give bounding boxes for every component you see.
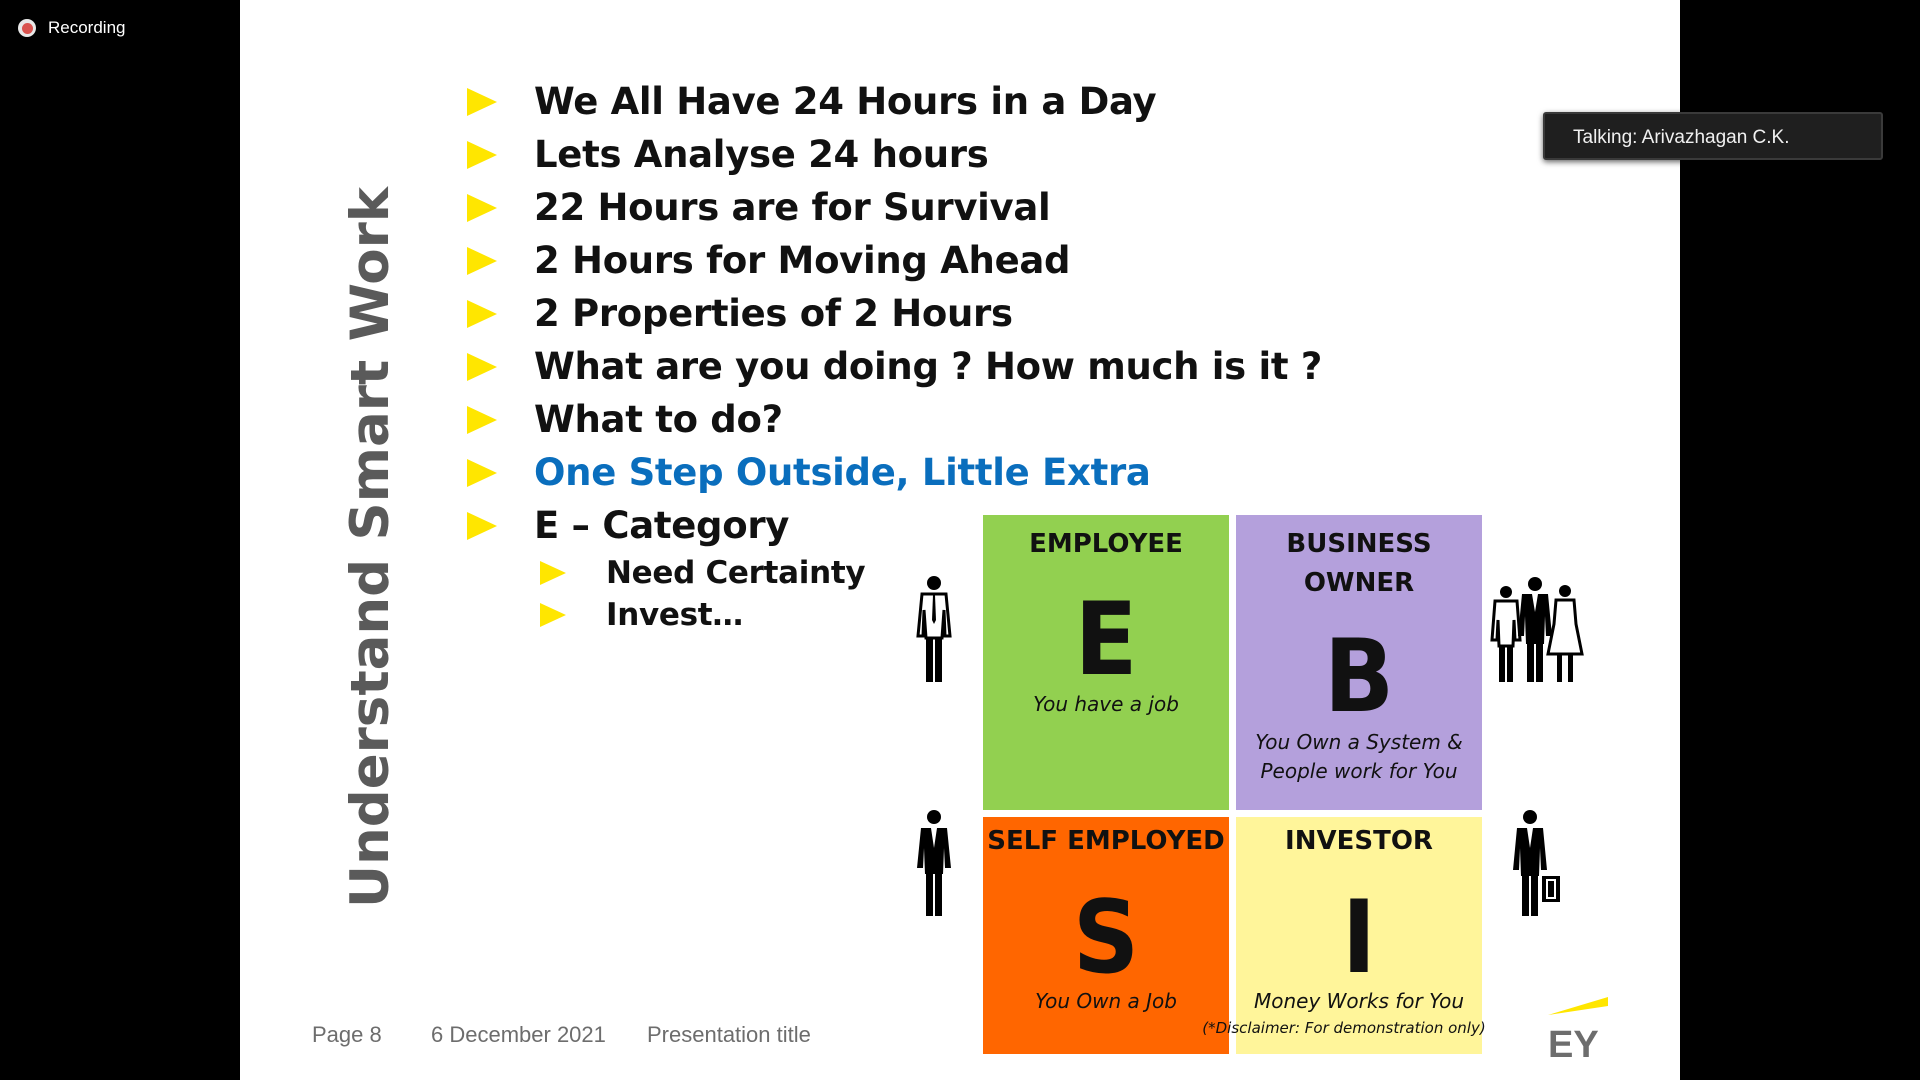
quadrant-title: EMPLOYEE bbox=[1029, 529, 1183, 559]
quadrant-subtitle: You Own a Job bbox=[1035, 989, 1177, 1013]
quadrant-investor: INVESTOR I Money Works for You bbox=[1236, 817, 1482, 1054]
bullet-item: What to do? bbox=[467, 395, 783, 445]
sub-bullet-text: Need Certainty bbox=[606, 555, 866, 591]
bullet-text: 2 Hours for Moving Ahead bbox=[534, 239, 1071, 282]
bullet-triangle-icon bbox=[467, 406, 497, 434]
disclaimer-text: (*Disclaimer: For demonstration only) bbox=[1202, 1019, 1486, 1037]
quadrant-subtitle: You Own a System & bbox=[1255, 730, 1463, 754]
recording-indicator: Recording bbox=[18, 18, 126, 38]
quadrant-subtitle: People work for You bbox=[1260, 759, 1458, 783]
talking-indicator: Talking: Arivazhagan C.K. bbox=[1543, 112, 1883, 160]
quadrant-letter: I bbox=[1341, 878, 1377, 997]
investor-person-icon bbox=[1513, 810, 1560, 916]
employee-person-icon bbox=[916, 576, 952, 682]
bullet-triangle-icon bbox=[467, 300, 497, 328]
footer-presentation-title: Presentation title bbox=[647, 1022, 811, 1047]
footer-date: 6 December 2021 bbox=[431, 1022, 606, 1047]
sub-bullet-item: Need Certainty bbox=[540, 553, 866, 593]
bullet-item: 2 Properties of 2 Hours bbox=[467, 289, 1013, 339]
recording-icon bbox=[18, 19, 36, 37]
quadrant-letter: S bbox=[1072, 878, 1140, 997]
bullet-triangle-icon bbox=[467, 512, 497, 540]
bullet-text: What to do? bbox=[534, 398, 783, 441]
quadrant-title: INVESTOR bbox=[1285, 826, 1433, 856]
quadrant-title: SELF EMPLOYED bbox=[987, 826, 1225, 856]
bullet-item: One Step Outside, Little Extra bbox=[467, 448, 1151, 498]
bullet-triangle-icon bbox=[467, 194, 497, 222]
quadrant-subtitle: Money Works for You bbox=[1253, 989, 1465, 1013]
quadrant-letter: B bbox=[1323, 617, 1395, 736]
quadrant-employee: EMPLOYEE E You have a job bbox=[983, 515, 1229, 810]
bullet-text: We All Have 24 Hours in a Day bbox=[534, 80, 1157, 123]
bullet-text: 22 Hours are for Survival bbox=[534, 186, 1051, 229]
bullet-triangle-icon bbox=[467, 353, 497, 381]
bullet-text-highlight: One Step Outside, Little Extra bbox=[534, 451, 1151, 494]
bullet-triangle-icon bbox=[467, 247, 497, 275]
ey-logo-text: EY bbox=[1548, 1024, 1599, 1063]
sub-bullet-item: Invest… bbox=[540, 595, 743, 635]
footer-page-number: Page 8 bbox=[312, 1022, 382, 1047]
recording-label: Recording bbox=[48, 18, 126, 37]
bullet-triangle-icon bbox=[540, 603, 566, 627]
business-owner-group-icon bbox=[1490, 577, 1584, 682]
quadrant-title: BUSINESS bbox=[1286, 529, 1432, 559]
bullet-text: What are you doing ? How much is it ? bbox=[534, 345, 1322, 388]
bullet-item: What are you doing ? How much is it ? bbox=[467, 342, 1322, 392]
bullet-item: 22 Hours are for Survival bbox=[467, 183, 1051, 233]
bullet-item: 2 Hours for Moving Ahead bbox=[467, 236, 1071, 286]
bullet-text: 2 Properties of 2 Hours bbox=[534, 292, 1013, 335]
bullet-triangle-icon bbox=[467, 88, 497, 116]
presentation-slide: Understand Smart Work We All Have 24 Hou… bbox=[240, 0, 1680, 1080]
self-employed-person-icon bbox=[917, 810, 951, 916]
quadrant-letter: E bbox=[1074, 580, 1138, 699]
bullet-item: We All Have 24 Hours in a Day bbox=[467, 77, 1157, 127]
quadrant-subtitle: You have a job bbox=[1033, 692, 1179, 716]
quadrant-self-employed: SELF EMPLOYED S You Own a Job bbox=[983, 817, 1229, 1054]
bullet-triangle-icon bbox=[467, 459, 497, 487]
sub-bullet-text: Invest… bbox=[606, 597, 744, 633]
ey-logo: EY bbox=[1548, 997, 1608, 1063]
bullet-text: E – Category bbox=[534, 504, 790, 547]
bullet-item: E – Category bbox=[467, 501, 789, 551]
quadrant-business-owner: BUSINESS OWNER B You Own a System & Peop… bbox=[1236, 515, 1482, 810]
bullet-triangle-icon bbox=[467, 141, 497, 169]
bullet-text: Lets Analyse 24 hours bbox=[534, 133, 989, 176]
slide-side-title: Understand Smart Work bbox=[340, 186, 401, 908]
bullet-triangle-icon bbox=[540, 561, 566, 585]
quadrant-title: OWNER bbox=[1303, 568, 1415, 598]
bullet-item: Lets Analyse 24 hours bbox=[467, 130, 989, 180]
